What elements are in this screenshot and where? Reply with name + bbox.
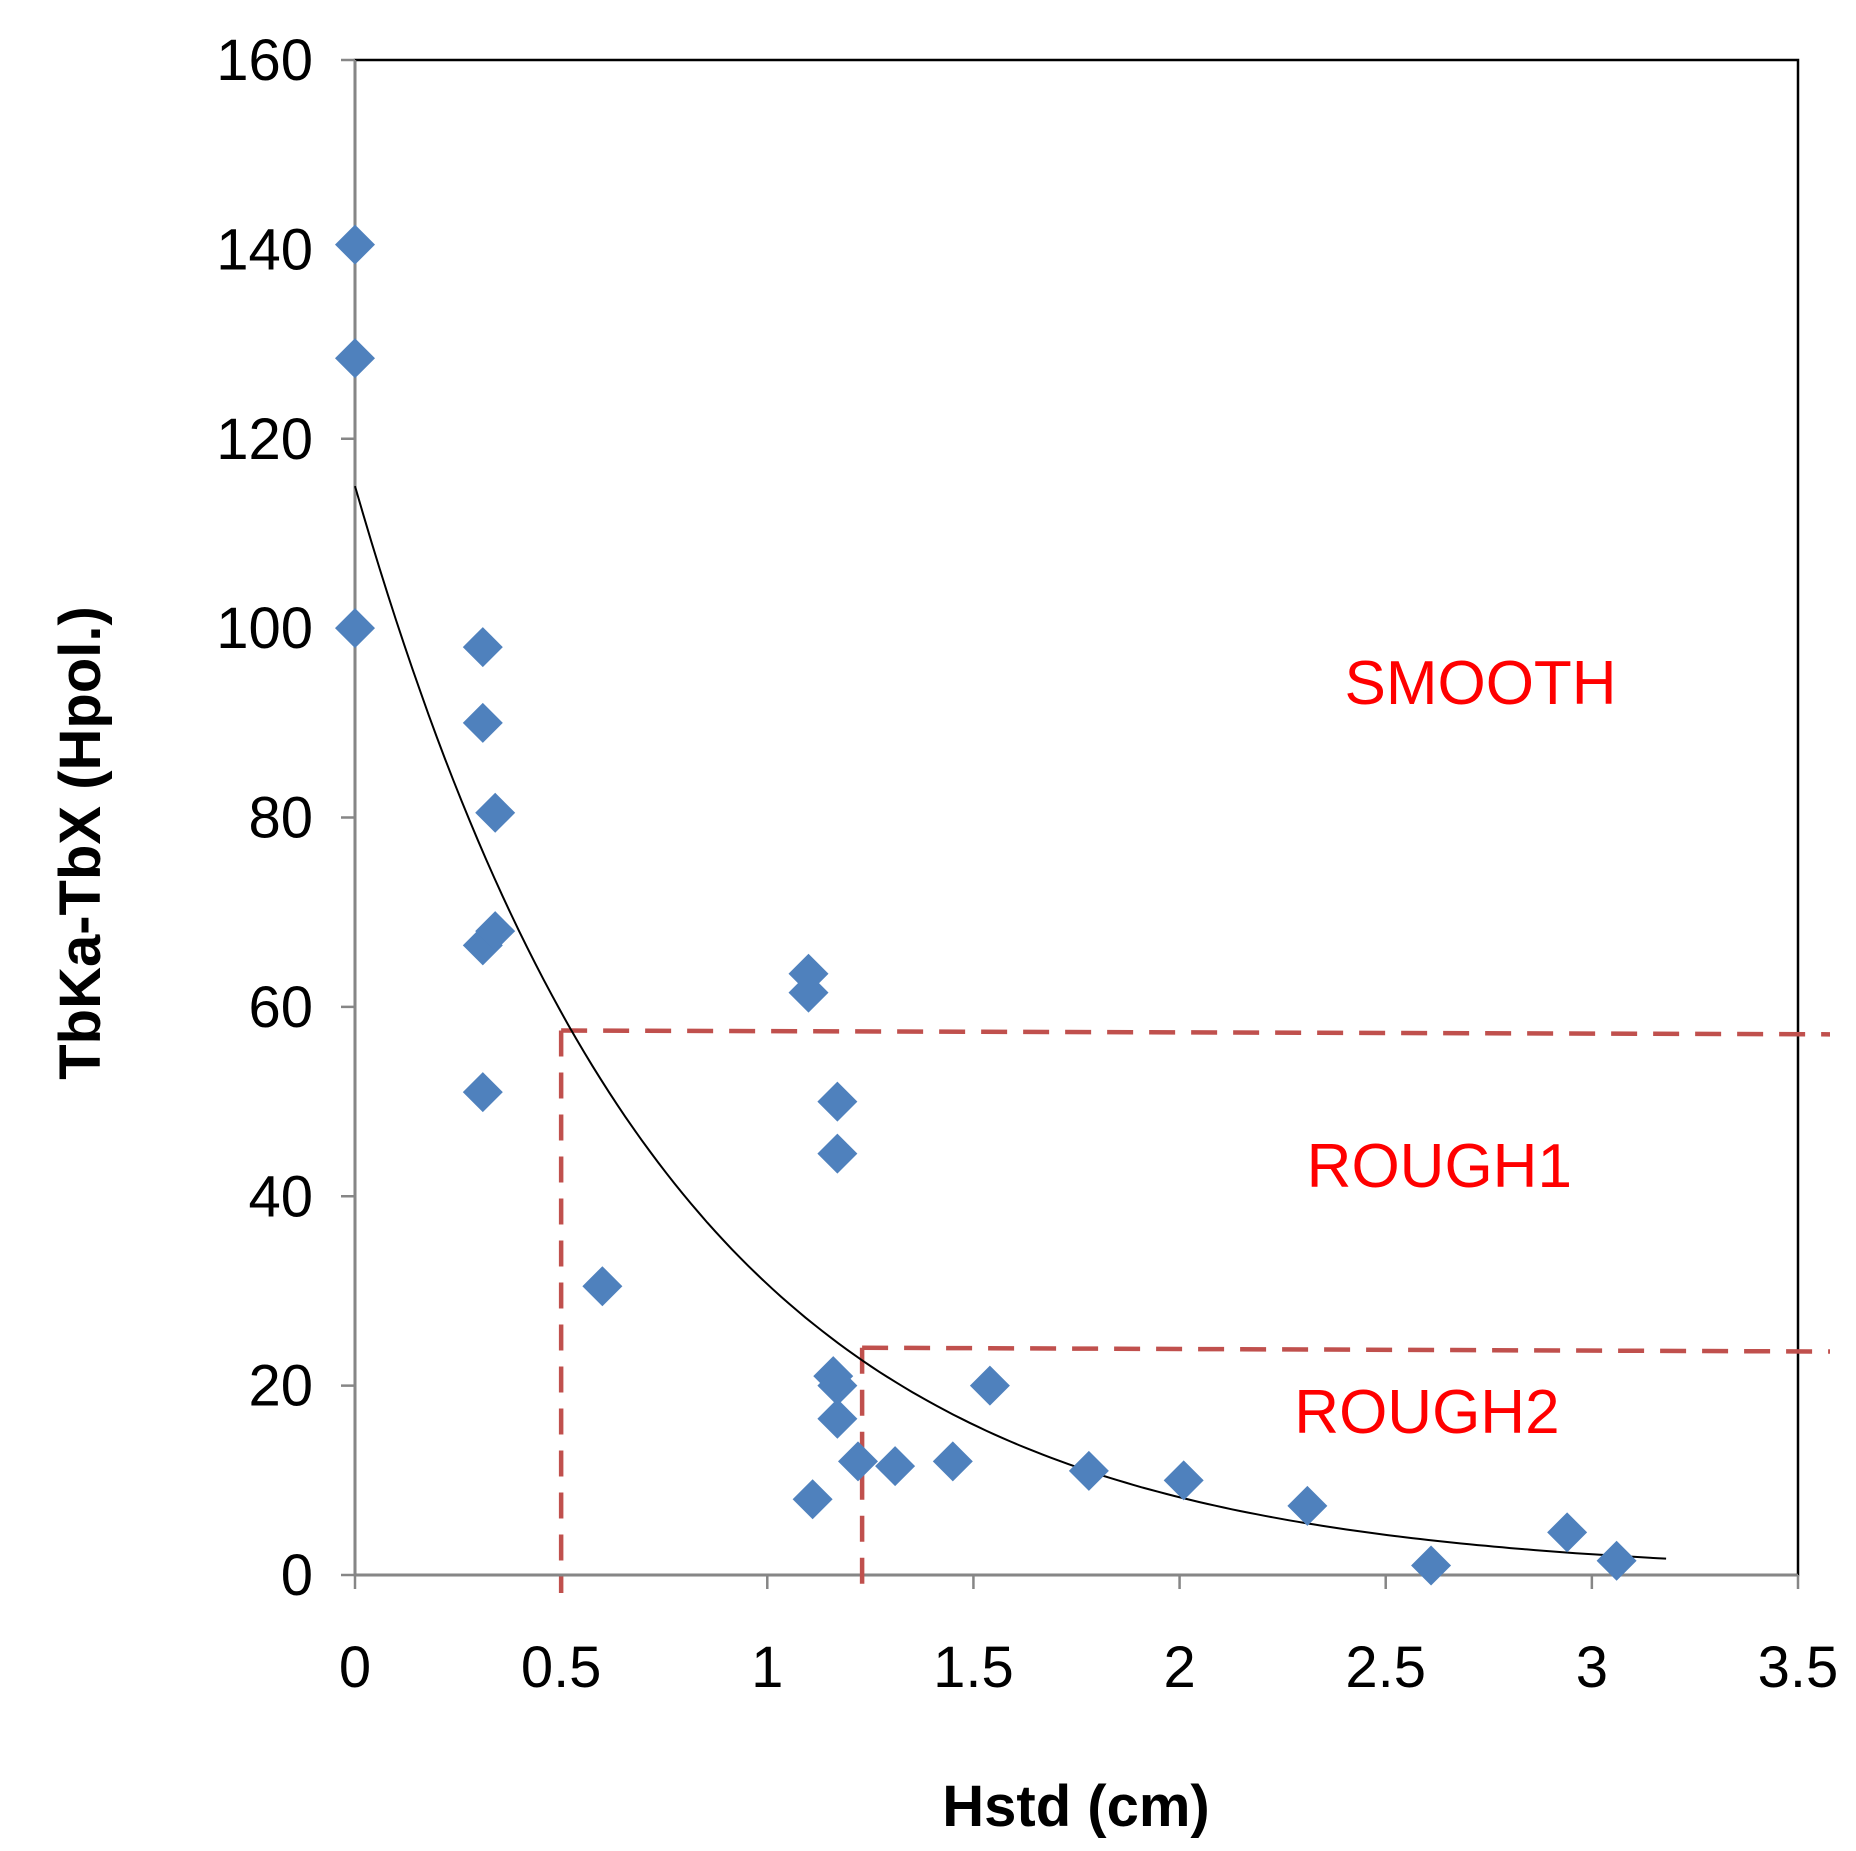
data-point: [1068, 1450, 1109, 1491]
x-tick-label: 0.5: [521, 1635, 602, 1700]
data-point: [837, 1441, 878, 1482]
x-axis: 0 0.5 1 1.5 2 2.5 3 3.5: [339, 1573, 1839, 1700]
y-tick-label: 20: [248, 1354, 313, 1419]
region-label: ROUGH1: [1307, 1132, 1572, 1201]
data-point: [475, 911, 516, 952]
region-labels: SMOOTH ROUGH1 ROUGH2: [1294, 649, 1616, 1447]
data-point: [462, 627, 503, 668]
y-axis-title: TbKa-TbX (Hpol.): [48, 606, 113, 1080]
x-tick-label: 2.5: [1345, 1635, 1426, 1700]
data-points: [335, 224, 1637, 1586]
y-tick-label: 140: [216, 217, 313, 282]
data-point: [1287, 1485, 1328, 1526]
data-point: [932, 1441, 973, 1482]
data-point: [817, 1365, 858, 1406]
data-point: [788, 972, 829, 1013]
threshold-horizontal-line: [862, 1345, 1831, 1354]
y-tick-label: 0: [281, 1543, 313, 1608]
x-tick-label: 0: [339, 1635, 371, 1700]
y-tick-label: 160: [216, 28, 313, 93]
y-tick-label: 40: [248, 1164, 313, 1229]
y-axis: 0 20 40 60 80 100 120 140 160: [216, 28, 357, 1608]
data-point: [1547, 1512, 1588, 1553]
region-label: SMOOTH: [1344, 649, 1616, 718]
y-tick-label: 100: [216, 596, 313, 661]
x-tick-label: 1: [751, 1635, 783, 1700]
x-tick-label: 2: [1163, 1635, 1195, 1700]
data-point: [1596, 1540, 1637, 1581]
data-point: [1163, 1460, 1204, 1501]
y-tick-label: 60: [248, 975, 313, 1040]
data-point: [817, 1081, 858, 1122]
data-point: [817, 1398, 858, 1439]
x-axis-title: Hstd (cm): [942, 1774, 1209, 1839]
data-point: [817, 1133, 858, 1174]
x-tick-label: 1.5: [933, 1635, 1014, 1700]
y-tick-label: 120: [216, 407, 313, 472]
data-point: [335, 608, 375, 649]
data-point: [475, 792, 516, 833]
data-point: [875, 1446, 916, 1487]
data-point: [1411, 1545, 1452, 1586]
data-point: [792, 1479, 833, 1520]
threshold-horizontal-line: [561, 1028, 1831, 1037]
data-point: [462, 702, 503, 743]
data-point: [969, 1365, 1010, 1406]
data-point: [582, 1266, 623, 1307]
region-label: ROUGH2: [1294, 1378, 1559, 1447]
x-tick-label: 3: [1576, 1635, 1608, 1700]
data-point: [462, 1072, 503, 1113]
fit-curve: [354, 485, 1667, 1560]
y-tick-label: 80: [248, 786, 313, 851]
threshold-lines: [558, 1028, 1831, 1593]
data-point: [335, 224, 375, 265]
data-point: [335, 338, 375, 379]
x-tick-label: 3.5: [1758, 1635, 1839, 1700]
